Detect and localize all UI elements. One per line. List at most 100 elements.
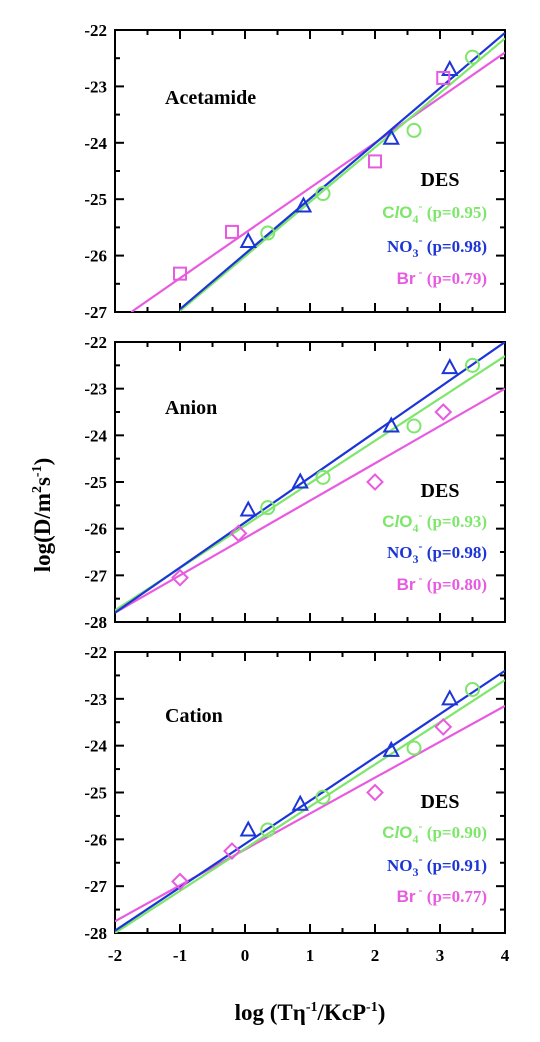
data-point-no3 <box>239 231 257 248</box>
legend-label-sub: 4 <box>413 521 419 535</box>
x-tick-label: 4 <box>501 946 510 965</box>
legend-p-value: (p=0.79) <box>423 269 487 288</box>
data-point-br <box>223 842 241 860</box>
data-point-clo4 <box>315 469 331 485</box>
legend-label-sup: - <box>419 508 423 522</box>
legend-p-value: (p=0.95) <box>423 203 487 222</box>
data-point-clo4 <box>260 225 276 241</box>
x-tick-label: -1 <box>173 946 187 965</box>
y-tick-label: -27 <box>84 566 107 585</box>
legend-label-o: O <box>399 512 412 531</box>
legend-label-sup: - <box>419 852 423 866</box>
legend-entry-br: Br - (p=0.77) <box>397 883 487 906</box>
y-tick-label: -26 <box>84 830 107 849</box>
y-tick-label: -25 <box>84 784 107 803</box>
fit-line-no3 <box>115 342 505 614</box>
x-tick-label: 1 <box>306 946 315 965</box>
data-point-br <box>173 266 187 281</box>
y-tick-label: -26 <box>84 520 107 539</box>
y-tick-label: -22 <box>84 21 107 40</box>
data-point-no3 <box>239 500 257 517</box>
x-tick-label: 0 <box>241 946 250 965</box>
legend-entry-no3: NO3- (p=0.91) <box>387 852 487 879</box>
y-tick-label: -24 <box>84 134 107 153</box>
y-tick-label: -23 <box>84 380 107 399</box>
legend-p-value: (p=0.98) <box>423 543 487 562</box>
data-point-br <box>368 154 382 169</box>
legend-label-sub: 4 <box>413 832 419 846</box>
data-point-no3 <box>294 196 313 213</box>
legend-label-prefix: C <box>382 823 394 842</box>
legend-label-prefix: NO <box>387 543 413 562</box>
data-point-br <box>434 718 453 736</box>
x-axis-label-eta-sup: -1 <box>306 1000 318 1015</box>
x-axis-label-p-sup: -1 <box>366 1000 378 1015</box>
legend-title: DES <box>421 169 460 191</box>
data-point-no3 <box>382 128 400 145</box>
legend-title: DES <box>421 480 460 502</box>
x-tick-label: 3 <box>436 946 445 965</box>
fit-line-no3 <box>179 31 505 311</box>
legend-label-prefix: C <box>382 512 394 531</box>
data-point-br <box>229 524 248 543</box>
y-axis-label-s: s <box>30 477 55 486</box>
legend-label-sup: - <box>419 233 423 247</box>
x-axis-label-mid: /KcP <box>316 1000 366 1025</box>
y-tick-label: -22 <box>84 333 107 352</box>
data-point-no3 <box>382 416 400 433</box>
y-tick-label: -27 <box>84 877 107 896</box>
y-tick-label: -25 <box>84 190 107 209</box>
data-point-no3 <box>239 820 257 837</box>
data-point-no3 <box>441 358 459 375</box>
legend-label-l: l <box>395 203 400 222</box>
y-tick-label: -23 <box>84 77 107 96</box>
legend-label-l: l <box>395 512 400 531</box>
y-tick-label: -28 <box>84 613 107 632</box>
fit-line-br <box>115 387 505 614</box>
legend-label-prefix: Br <box>397 269 416 288</box>
legend-label-o: O <box>399 823 412 842</box>
legend-label-sub: 4 <box>413 212 419 226</box>
panel-title: Cation <box>165 705 223 727</box>
y-axis-label-main: log(D/m <box>30 493 55 572</box>
data-point-br <box>366 783 384 802</box>
fit-line-br <box>130 51 505 312</box>
legend-label-prefix: NO <box>387 237 413 256</box>
legend-entry-clo4: ClO4- (p=0.90) <box>382 819 487 846</box>
legend-title: DES <box>421 791 460 813</box>
y-axis-label: log(D/m2s-1) <box>30 458 55 573</box>
legend-label-prefix: C <box>382 203 394 222</box>
panel-cation: -28 -27 -26 -25 -24 -23 -22 -2 -1 0 1 2 3 4 Cation DES C… <box>84 643 509 965</box>
legend-label-sup: - <box>419 539 423 553</box>
data-point-br <box>434 403 453 421</box>
data-point-clo4 <box>260 500 276 516</box>
legend-label-sup: - <box>419 199 423 213</box>
legend-label-sup: - <box>419 819 423 833</box>
legend-label-sup: - <box>416 265 423 279</box>
data-point-no3 <box>441 689 459 706</box>
panel-title: Anion <box>165 397 217 419</box>
legend-p-value: (p=0.80) <box>423 575 487 594</box>
data-point-clo4 <box>465 357 480 373</box>
data-point-clo4 <box>406 122 422 138</box>
y-tick-label: -28 <box>84 924 107 943</box>
data-point-no3 <box>382 740 400 757</box>
y-tick-label: -22 <box>84 643 107 662</box>
data-point-no3 <box>291 472 309 489</box>
legend-label-o: O <box>399 203 412 222</box>
legend-label-sub: 3 <box>413 552 419 566</box>
legend-label-l: l <box>395 823 400 842</box>
y-tick-label: -25 <box>84 473 107 492</box>
panel-title: Acetamide <box>165 87 256 109</box>
legend-p-value: (p=0.90) <box>423 823 487 842</box>
y-tick-label: -23 <box>84 690 107 709</box>
legend: DES ClO4- (p=0.90) NO3- (p=0.91) Br - (p=0.… <box>382 791 487 906</box>
data-point-no3 <box>291 794 309 811</box>
data-point-clo4 <box>465 681 480 697</box>
legend-entry-no3: NO3- (p=0.98) <box>387 233 487 260</box>
